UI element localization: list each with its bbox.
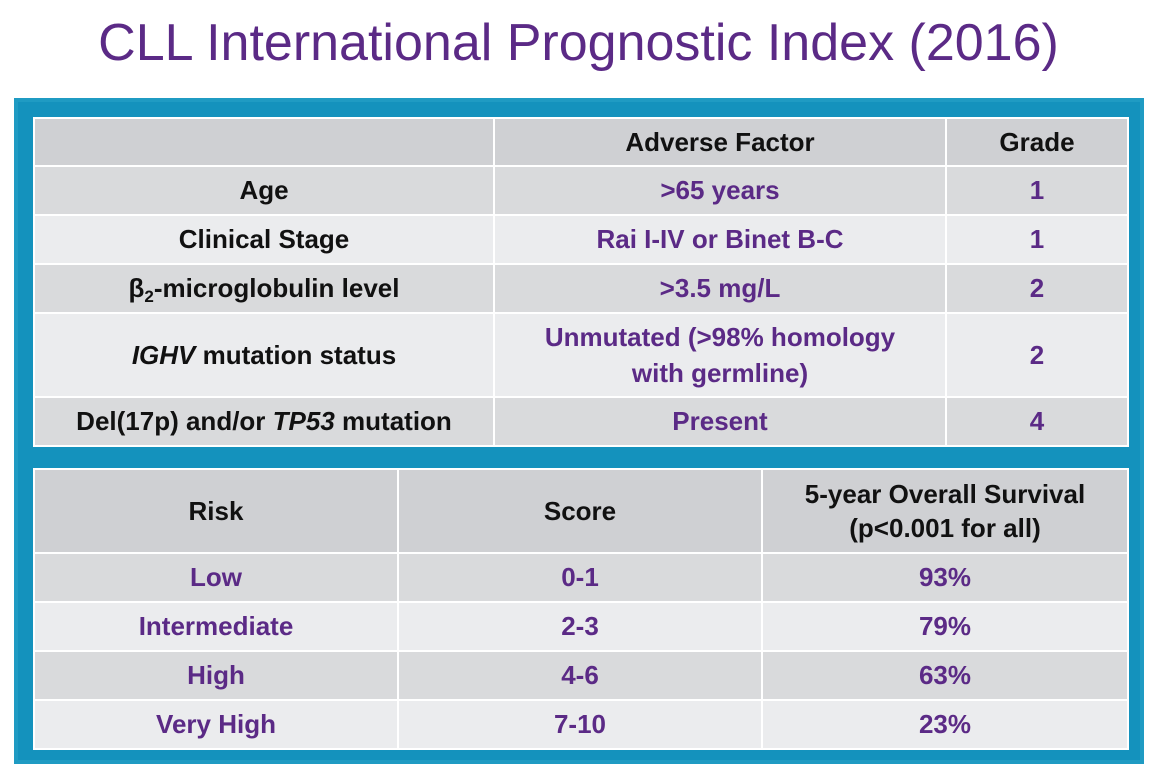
table-row: High 4-6 63%: [33, 650, 1129, 701]
score-cell: 4-6: [397, 650, 763, 701]
risk-cell: Low: [33, 552, 399, 603]
risk-cell: Very High: [33, 699, 399, 750]
factor-text-pre: Del(17p) and/or: [76, 406, 273, 436]
grade-cell: 2: [945, 312, 1129, 398]
factor-text: mutation: [334, 406, 452, 436]
table-row: IGHV mutation status Unmutated (>98% hom…: [33, 312, 1129, 398]
subscript-2: 2: [144, 287, 154, 306]
header-survival: 5-year Overall Survival (p<0.001 for all): [761, 468, 1129, 554]
score-cell: 2-3: [397, 601, 763, 652]
table-row: Very High 7-10 23%: [33, 699, 1129, 750]
factor-text: -microglobulin level: [153, 273, 400, 303]
survival-cell: 79%: [761, 601, 1129, 652]
grade-cell: 2: [945, 263, 1129, 314]
adverse-cell: >65 years: [493, 165, 947, 216]
adverse-line-2: with germline): [631, 358, 809, 388]
header-survival-line-1: 5-year Overall Survival: [804, 479, 1086, 509]
gene-name: TP53: [272, 406, 335, 436]
gene-name: IGHV: [131, 339, 196, 370]
table-row: Del(17p) and/or TP53 mutation Present 4: [33, 396, 1129, 447]
table-row: Clinical Stage Rai I-IV or Binet B-C 1: [33, 214, 1129, 265]
factor-cell: IGHV mutation status: [33, 312, 495, 398]
grade-cell: 1: [945, 214, 1129, 265]
prognostic-factors-table: Adverse Factor Grade Age >65 years 1 Cli…: [33, 117, 1129, 447]
score-cell: 7-10: [397, 699, 763, 750]
table-row: β2-microglobulin level >3.5 mg/L 2: [33, 263, 1129, 314]
table-row: Intermediate 2-3 79%: [33, 601, 1129, 652]
page-title: CLL International Prognostic Index (2016…: [98, 14, 1059, 72]
grade-cell: 1: [945, 165, 1129, 216]
header-survival-line-2: (p<0.001 for all): [849, 513, 1041, 543]
survival-cell: 93%: [761, 552, 1129, 603]
beta-symbol: β: [128, 273, 145, 303]
risk-cell: Intermediate: [33, 601, 399, 652]
factor-cell: Age: [33, 165, 495, 216]
adverse-line-1: Unmutated (>98% homology: [544, 322, 896, 352]
adverse-cell: >3.5 mg/L: [493, 263, 947, 314]
header-grade: Grade: [945, 117, 1129, 167]
header-adverse-factor: Adverse Factor: [493, 117, 947, 167]
table-row: Low 0-1 93%: [33, 552, 1129, 603]
header-blank: [33, 117, 495, 167]
adverse-cell: Unmutated (>98% homology with germline): [493, 312, 947, 398]
table-row: Age >65 years 1: [33, 165, 1129, 216]
survival-cell: 63%: [761, 650, 1129, 701]
risk-survival-table: Risk Score 5-year Overall Survival (p<0.0…: [33, 468, 1129, 750]
risk-cell: High: [33, 650, 399, 701]
factor-cell: β2-microglobulin level: [33, 263, 495, 314]
score-cell: 0-1: [397, 552, 763, 603]
header-risk: Risk: [33, 468, 399, 554]
header-score: Score: [397, 468, 763, 554]
grade-cell: 4: [945, 396, 1129, 447]
factor-cell: Del(17p) and/or TP53 mutation: [33, 396, 495, 447]
factor-cell: Clinical Stage: [33, 214, 495, 265]
adverse-cell: Present: [493, 396, 947, 447]
factor-text: mutation status: [195, 339, 397, 370]
adverse-cell: Rai I-IV or Binet B-C: [493, 214, 947, 265]
survival-cell: 23%: [761, 699, 1129, 750]
